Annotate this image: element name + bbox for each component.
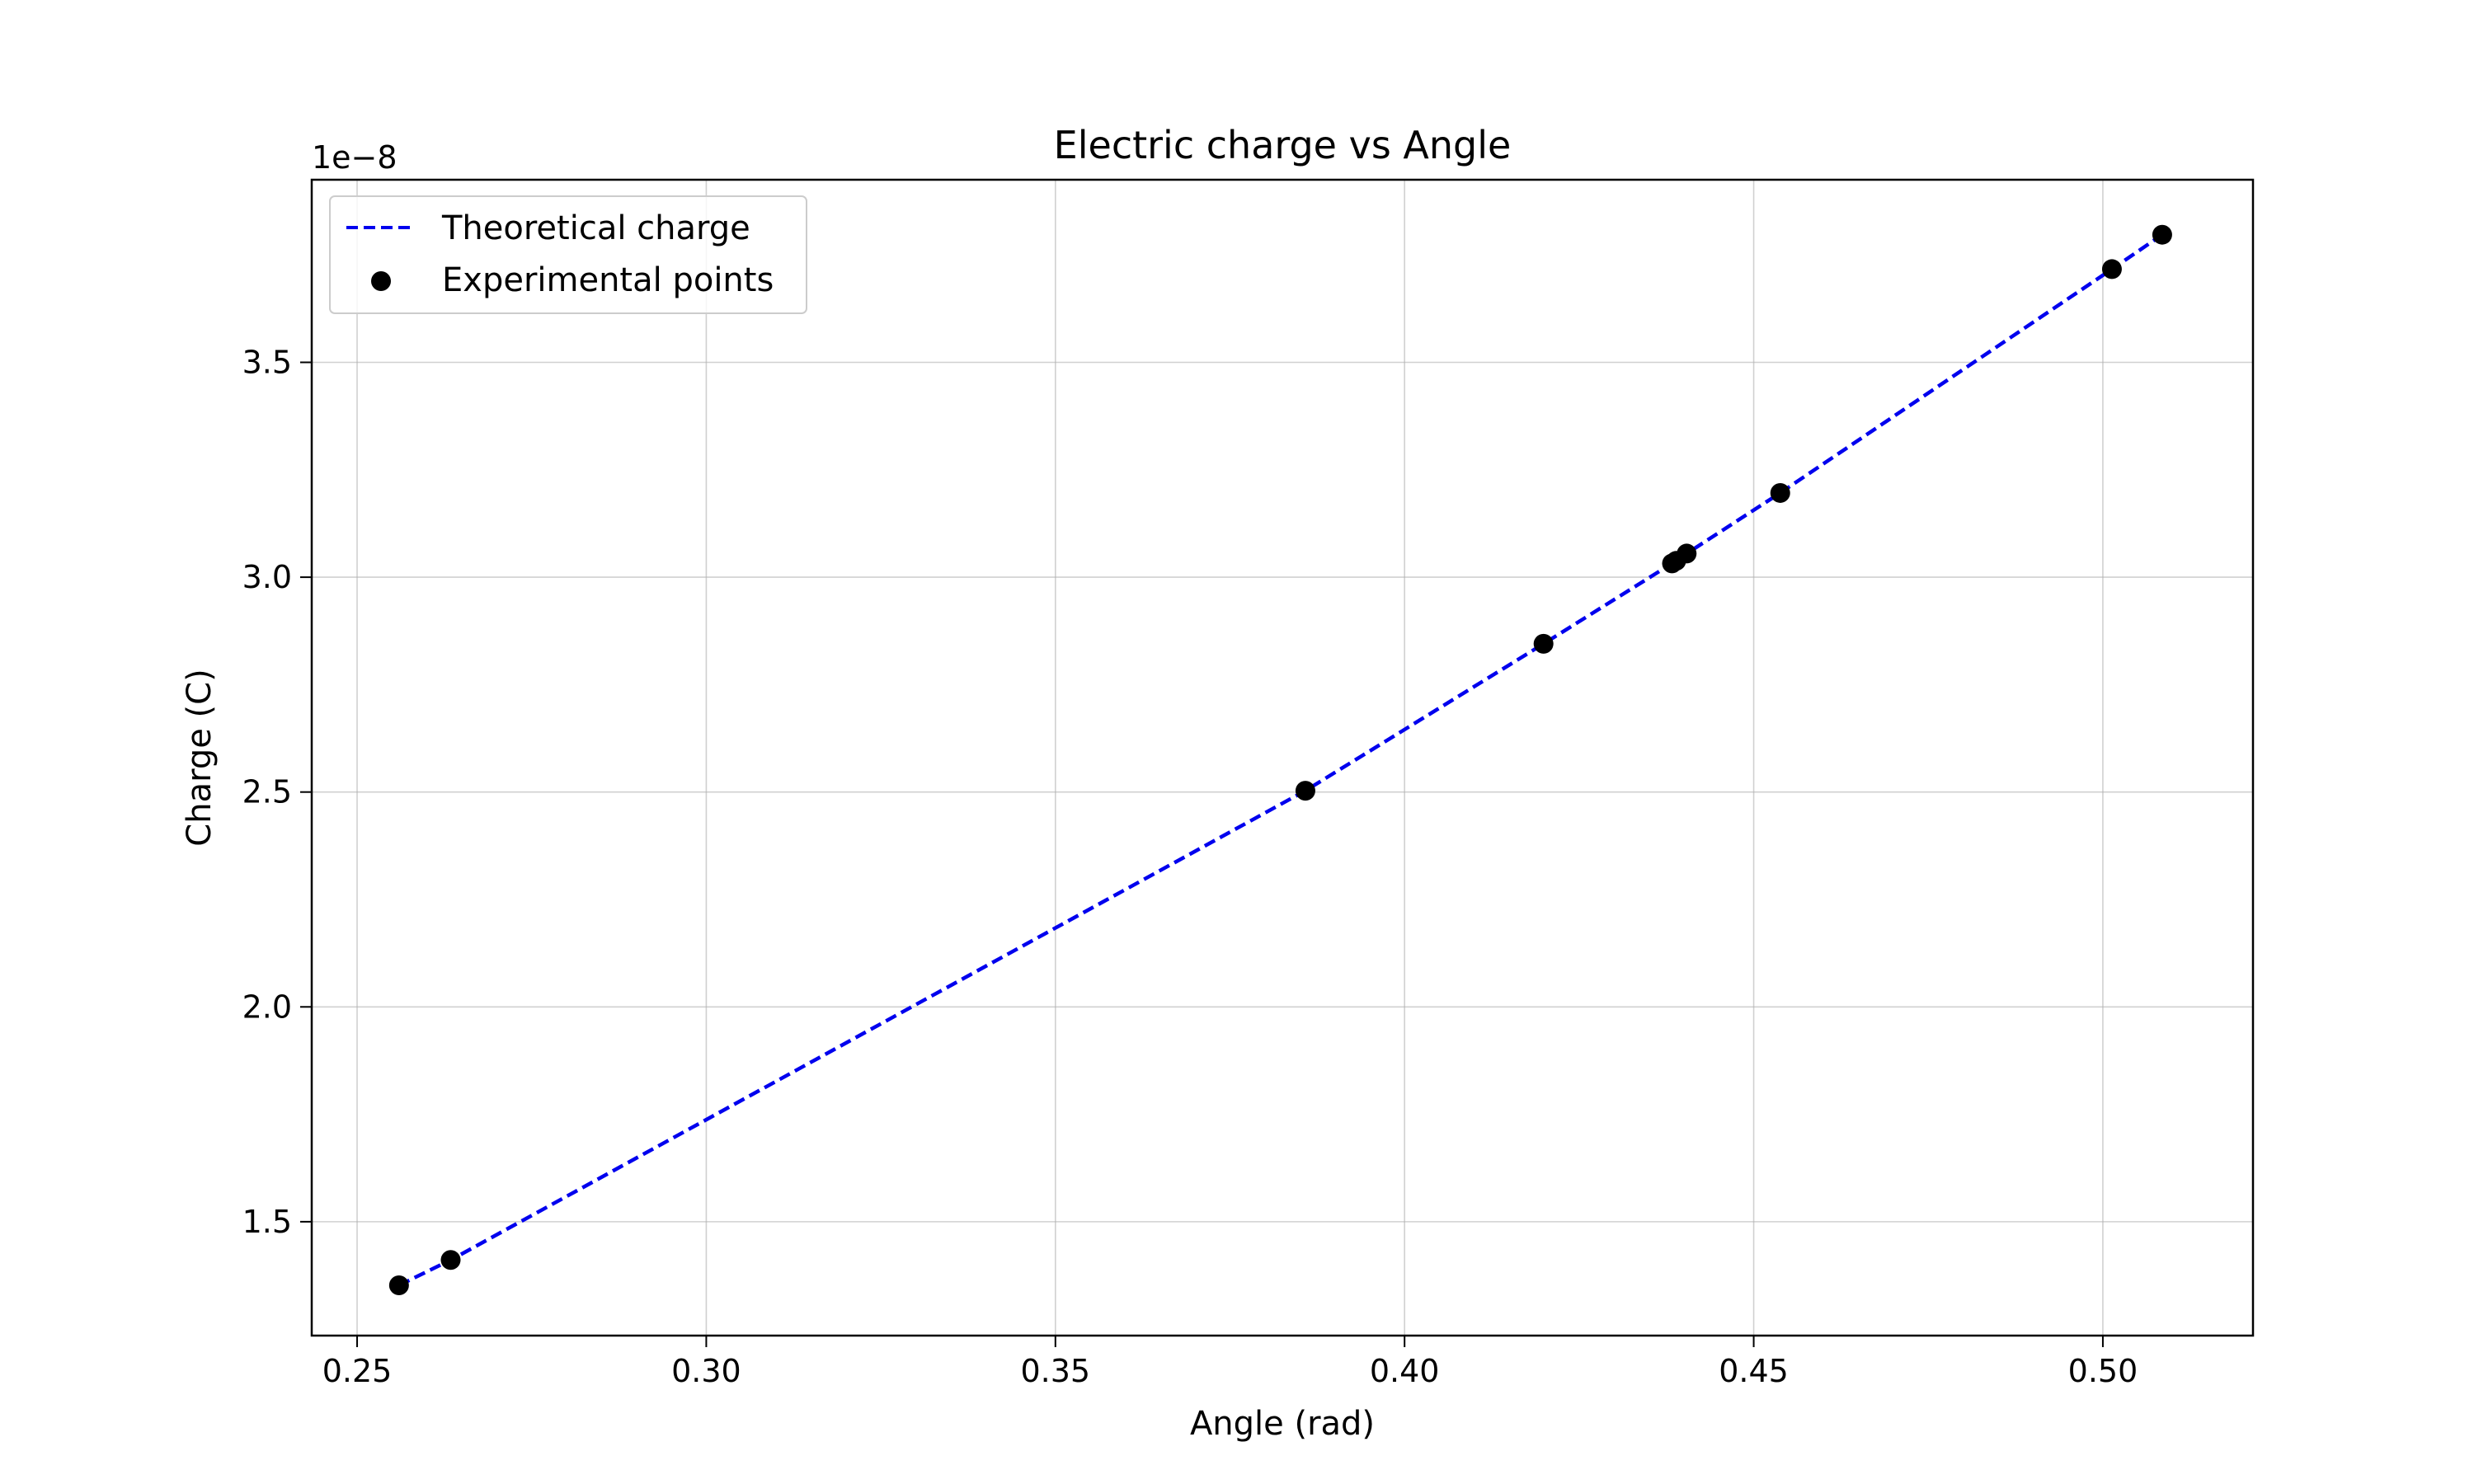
ticks: 0.25 0.30 0.35 0.40 0.45 0.50 1.5 2.0 2.5 3.0 3.5 — [242, 345, 2138, 1389]
x-tick-label: 0.35 — [1020, 1353, 1090, 1389]
legend: Theoretical charge Experimental points — [329, 195, 807, 314]
theoretical-charge-line — [397, 232, 2164, 1288]
x-axis-label: Angle (rad) — [1190, 1405, 1375, 1443]
series-layer — [388, 224, 2172, 1296]
y-tick-label: 2.5 — [242, 774, 292, 810]
experimental-point — [440, 1250, 461, 1270]
legend-box — [329, 195, 807, 314]
chart-title: Electric charge vs Angle — [1054, 123, 1512, 167]
legend-marker-swatch — [371, 271, 391, 291]
experimental-point — [2101, 259, 2122, 279]
experimental-point — [1677, 543, 1697, 564]
legend-entry-experimental: Experimental points — [442, 261, 774, 299]
y-tick-label: 1.5 — [242, 1204, 292, 1240]
y-tick-label: 3.0 — [242, 559, 292, 595]
experimental-point — [388, 1275, 409, 1296]
x-tick-label: 0.45 — [1719, 1353, 1789, 1389]
y-axis-label: Charge (C) — [181, 669, 219, 846]
experimental-point — [2152, 224, 2172, 245]
y-tick-label: 2.0 — [242, 989, 292, 1025]
legend-entry-theoretical: Theoretical charge — [441, 209, 750, 247]
x-tick-label: 0.30 — [671, 1353, 741, 1389]
plot-frame — [310, 178, 2255, 1337]
x-tick-label: 0.40 — [1370, 1353, 1440, 1389]
y-axis-offset-label: 1e−8 — [312, 139, 397, 176]
x-tick-label: 0.50 — [2068, 1353, 2138, 1389]
y-tick-label: 3.5 — [242, 345, 292, 381]
grid — [312, 180, 2253, 1336]
experimental-point — [1770, 482, 1790, 503]
experimental-point — [1533, 633, 1554, 654]
experimental-point — [1295, 781, 1315, 801]
x-tick-label: 0.25 — [322, 1353, 393, 1389]
